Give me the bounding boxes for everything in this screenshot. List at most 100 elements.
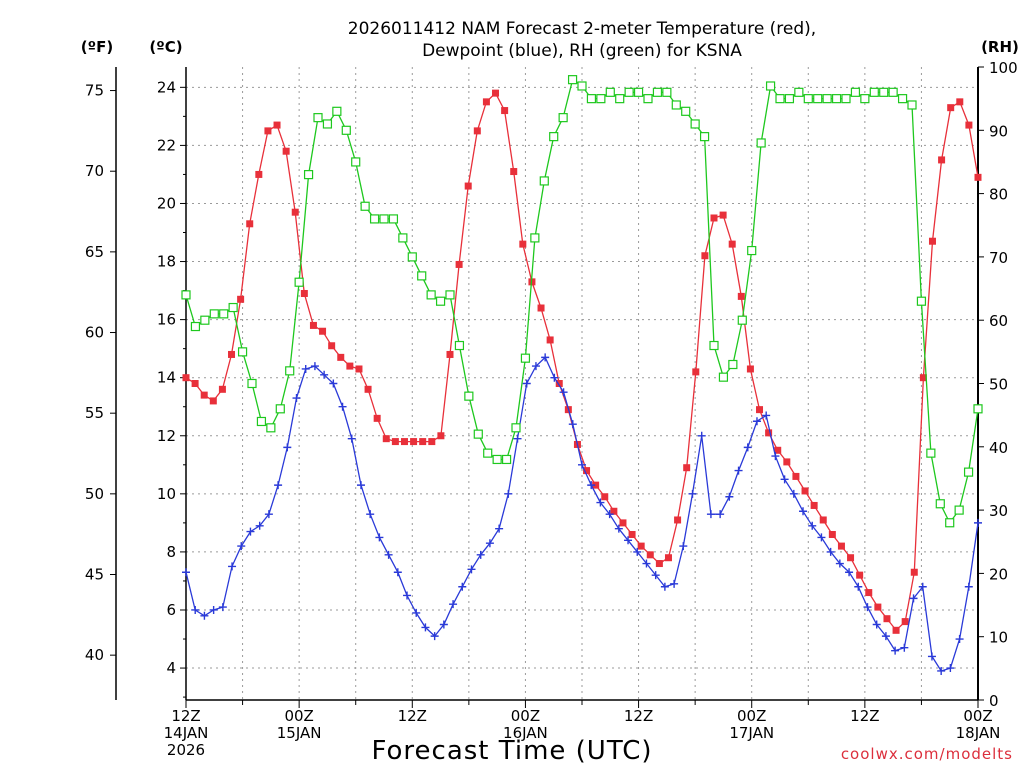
data-point <box>771 452 780 461</box>
data-point <box>347 434 356 443</box>
data-point <box>531 362 540 371</box>
data-point <box>388 214 399 224</box>
data-point <box>746 365 754 373</box>
fahrenheit-tick-label: 55 <box>85 404 104 422</box>
data-point <box>218 385 226 393</box>
rh-tick-label: 90 <box>989 122 1008 140</box>
data-point <box>182 568 190 577</box>
data-point <box>346 362 354 370</box>
data-point <box>863 603 872 612</box>
data-point <box>492 454 502 465</box>
data-point <box>765 429 773 437</box>
data-point <box>792 472 800 480</box>
data-point <box>373 414 381 422</box>
fahrenheit-tick-label: 40 <box>85 646 104 664</box>
celsius-tick-label: 20 <box>157 194 176 212</box>
data-point <box>674 516 682 524</box>
data-point <box>319 327 327 335</box>
data-point <box>692 368 700 376</box>
data-point <box>458 582 467 591</box>
data-point <box>228 350 236 358</box>
data-point <box>191 605 200 614</box>
data-point <box>628 530 636 538</box>
data-point <box>464 391 474 401</box>
data-point <box>810 501 818 509</box>
data-point <box>774 446 782 454</box>
data-point <box>624 87 634 97</box>
data-point <box>655 560 663 568</box>
time-tick-label: 12Z <box>171 707 200 725</box>
data-point <box>752 417 761 426</box>
data-point <box>382 435 390 443</box>
data-point <box>485 539 494 548</box>
data-point <box>835 559 844 568</box>
data-point <box>421 623 430 632</box>
data-point <box>918 582 927 591</box>
celsius-tick-label: 16 <box>157 311 176 329</box>
data-point <box>473 127 481 135</box>
data-point <box>743 443 752 452</box>
data-point <box>646 551 654 559</box>
data-point <box>854 582 863 591</box>
data-point <box>237 542 246 551</box>
data-point <box>219 309 229 319</box>
data-point <box>926 448 936 458</box>
data-point <box>937 666 946 675</box>
data-point <box>541 353 550 362</box>
data-point <box>946 664 955 673</box>
time-tick-label: 18JAN <box>956 724 1001 742</box>
data-point <box>285 366 295 376</box>
data-point <box>605 87 615 97</box>
fahrenheit-unit-label: (ºF) <box>81 38 113 56</box>
data-point <box>435 296 446 306</box>
data-point <box>762 411 771 420</box>
data-point <box>614 524 623 533</box>
data-point <box>907 100 917 110</box>
time-tick-label: 17JAN <box>729 724 774 742</box>
rh-unit-label: (RH) <box>981 38 1019 56</box>
data-point <box>881 632 890 641</box>
data-point <box>784 94 795 104</box>
data-point <box>428 438 436 446</box>
rh-tick-label: 60 <box>989 312 1008 330</box>
data-point <box>519 240 527 248</box>
data-point <box>706 510 715 519</box>
celsius-tick-label: 14 <box>157 369 176 387</box>
data-point <box>501 107 509 115</box>
data-point <box>874 603 882 611</box>
data-point <box>398 233 408 243</box>
data-point <box>483 448 493 458</box>
data-point <box>974 173 982 181</box>
data-point <box>660 582 669 591</box>
time-tick-label: 00Z <box>511 707 540 725</box>
data-point <box>455 260 463 268</box>
data-point <box>633 547 642 556</box>
data-point <box>716 510 725 519</box>
data-point <box>426 290 436 300</box>
data-point <box>883 615 891 623</box>
data-point <box>973 404 983 414</box>
data-point <box>699 132 710 142</box>
data-point <box>300 289 308 297</box>
celsius-tick-label: 8 <box>166 543 176 561</box>
data-point <box>384 550 393 559</box>
data-point <box>860 94 870 104</box>
data-point <box>879 87 889 97</box>
data-point <box>403 591 412 600</box>
data-point <box>683 464 691 472</box>
fahrenheit-tick-label: 50 <box>85 485 104 503</box>
data-point <box>737 315 747 325</box>
chart-title-line-1: 2026011412 NAM Forecast 2-meter Temperat… <box>348 19 816 39</box>
data-point <box>935 499 945 509</box>
data-point <box>473 429 483 439</box>
rh-tick-label: 50 <box>989 376 1008 394</box>
data-point <box>610 507 618 515</box>
data-point <box>510 168 518 176</box>
data-point <box>652 87 663 97</box>
data-point <box>549 132 559 142</box>
data-point <box>332 106 342 116</box>
data-point <box>592 481 600 489</box>
data-point <box>756 406 764 414</box>
data-point <box>504 489 513 498</box>
